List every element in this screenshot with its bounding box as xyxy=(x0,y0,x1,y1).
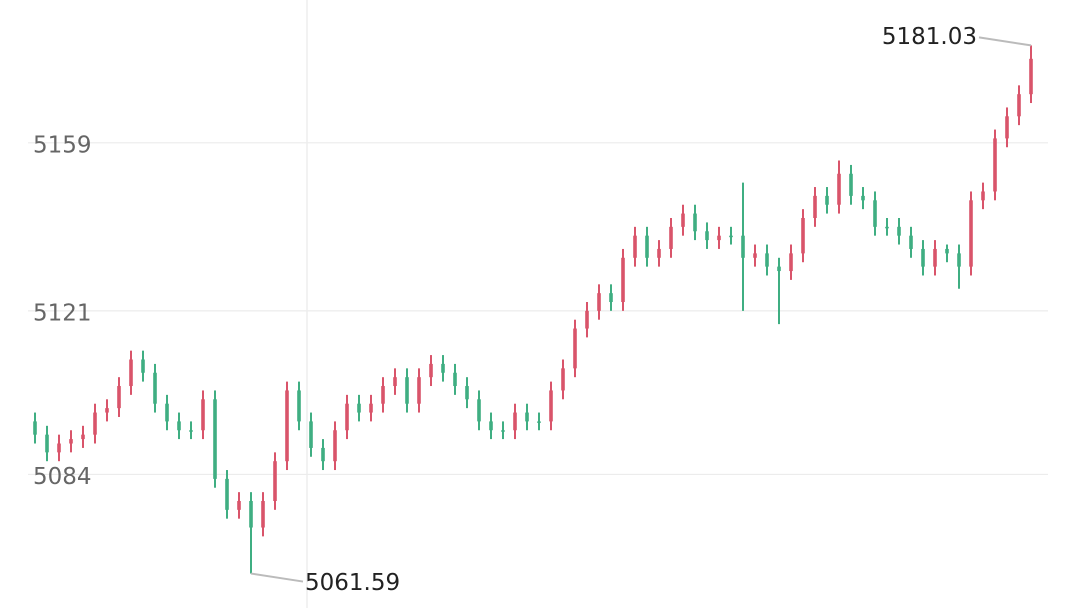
candle-body xyxy=(333,430,337,462)
candle-body xyxy=(465,386,469,400)
candle-body xyxy=(345,403,349,431)
candle-body xyxy=(489,421,493,431)
candle-body xyxy=(117,386,121,409)
candle-body xyxy=(249,500,253,528)
candle-body xyxy=(777,266,781,272)
candle-body xyxy=(837,173,841,205)
candle-body xyxy=(453,372,457,387)
candle-body xyxy=(261,500,265,528)
candle-body xyxy=(477,399,481,422)
candle-body xyxy=(957,253,961,267)
y-tick-label: 5121 xyxy=(33,300,92,326)
candle-body xyxy=(645,235,649,258)
candle-body xyxy=(69,439,73,444)
candle-body xyxy=(621,257,625,303)
candle-body xyxy=(105,408,109,413)
candle-body xyxy=(45,434,49,453)
candle-body xyxy=(33,421,37,435)
candle-body xyxy=(669,226,673,249)
candle-body xyxy=(993,138,997,192)
candle-body xyxy=(705,231,709,241)
candle-body xyxy=(177,421,181,431)
candle-body xyxy=(633,235,637,258)
candle-body xyxy=(513,412,517,431)
candle-body xyxy=(789,253,793,272)
candle-body xyxy=(201,399,205,431)
candle-body xyxy=(981,191,985,201)
candle-body xyxy=(153,372,157,404)
candle-body xyxy=(1029,58,1033,95)
min-label: 5061.59 xyxy=(305,570,400,596)
candle-body xyxy=(57,443,61,453)
candle-body xyxy=(861,195,865,201)
candle-body xyxy=(549,390,553,422)
max-leader xyxy=(978,36,1032,47)
candle-body xyxy=(501,430,505,432)
candle-body xyxy=(681,213,685,227)
candle-body xyxy=(933,248,937,267)
candle-body xyxy=(729,235,733,238)
candle-body xyxy=(141,359,145,373)
candle-body xyxy=(585,310,589,329)
candle-body xyxy=(537,421,541,423)
candle-body xyxy=(129,359,133,387)
candle-body xyxy=(945,248,949,254)
candle-body xyxy=(417,377,421,404)
candle-body xyxy=(657,248,661,258)
candle-body xyxy=(81,434,85,440)
candle-body xyxy=(189,430,193,432)
candle-body xyxy=(693,213,697,232)
candle-body xyxy=(297,390,301,422)
candle-body xyxy=(897,226,901,236)
candle-body xyxy=(573,328,577,369)
y-tick-label: 5159 xyxy=(33,132,92,158)
candle-body xyxy=(357,403,361,413)
candle-body xyxy=(237,500,241,510)
candle-body xyxy=(309,421,313,448)
candle-body xyxy=(801,217,805,254)
candle-body xyxy=(1005,116,1009,139)
candle-body xyxy=(429,363,433,378)
candle-body xyxy=(165,403,169,422)
candle-body xyxy=(93,412,97,435)
min-leader xyxy=(250,572,304,583)
candle-body xyxy=(825,195,829,205)
candle-body xyxy=(405,377,409,404)
candle-body xyxy=(225,478,229,510)
candle-body xyxy=(849,173,853,196)
candle-body xyxy=(753,253,757,258)
candle-body xyxy=(381,386,385,404)
candle-body xyxy=(609,293,613,303)
candle-body xyxy=(561,368,565,391)
candle-body xyxy=(969,200,973,267)
candle-body xyxy=(921,248,925,267)
candle-body xyxy=(873,200,877,227)
candle-body xyxy=(213,399,217,479)
candle-body xyxy=(321,447,325,462)
candle-body xyxy=(1017,94,1021,117)
candle-body xyxy=(717,235,721,241)
candle-body xyxy=(909,235,913,249)
candle-body xyxy=(765,253,769,267)
candle-body xyxy=(525,412,529,422)
candle-body xyxy=(885,226,889,229)
candle-body xyxy=(393,377,397,387)
candle-body xyxy=(441,363,445,373)
candle-body xyxy=(813,195,817,218)
y-tick-label: 5084 xyxy=(33,464,92,490)
candle-body xyxy=(597,293,601,311)
candle-body xyxy=(741,235,745,258)
candle-body xyxy=(369,403,373,413)
candle-body xyxy=(273,461,277,501)
max-label: 5181.03 xyxy=(882,24,977,50)
candle-body xyxy=(285,390,289,462)
